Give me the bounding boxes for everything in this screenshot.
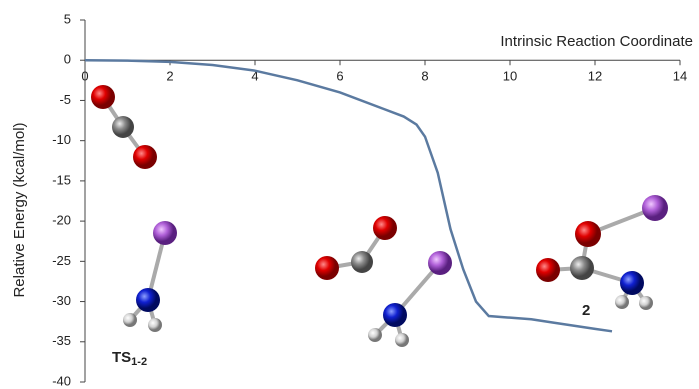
x-tick-label: 2	[166, 69, 173, 84]
annotation: TS1-2	[112, 349, 147, 368]
y-tick-label: -40	[52, 373, 71, 388]
annotation-subscript: 1-2	[131, 356, 147, 368]
annotation: 2	[582, 302, 590, 319]
y-tick-label: -20	[52, 213, 71, 228]
x-tick-label: 8	[421, 69, 428, 84]
x-axis-label: Intrinsic Reaction Coordinate	[500, 33, 693, 50]
y-axis-label: Relative Energy (kcal/mol)	[11, 122, 28, 297]
x-tick-label: 14	[673, 69, 687, 84]
x-tick-label: 10	[503, 69, 517, 84]
y-tick-label: -5	[59, 92, 71, 107]
x-tick-label: 12	[588, 69, 602, 84]
y-tick-label: -15	[52, 172, 71, 187]
annotation-text: TS	[112, 349, 131, 366]
y-tick-label: -10	[52, 132, 71, 147]
chart: Intrinsic Reaction Coordinate Relative E…	[0, 0, 699, 389]
y-tick-label: 5	[64, 11, 71, 26]
y-tick-label: -30	[52, 293, 71, 308]
y-tick-label: -25	[52, 253, 71, 268]
x-tick-label: 0	[81, 69, 88, 84]
x-tick-label: 6	[336, 69, 343, 84]
y-tick-label: -35	[52, 333, 71, 348]
y-tick-label: 0	[64, 52, 71, 67]
line	[85, 60, 612, 331]
